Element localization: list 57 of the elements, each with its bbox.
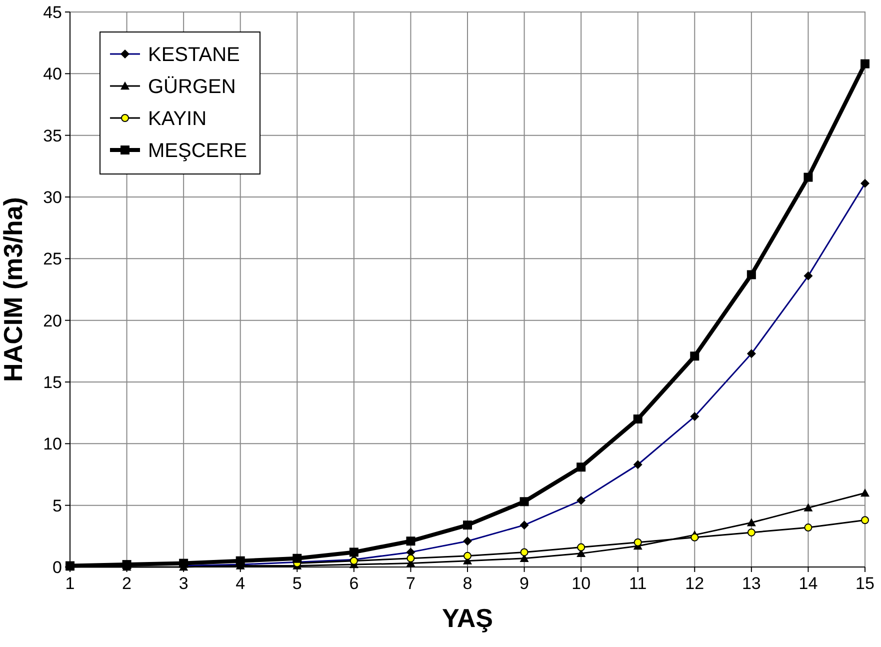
legend-label: KAYIN xyxy=(148,108,207,130)
point xyxy=(860,488,870,497)
x-tick-label: 15 xyxy=(856,574,874,593)
x-tick-label: 12 xyxy=(685,574,704,593)
point xyxy=(804,172,813,182)
y-tick-label: 25 xyxy=(43,250,62,269)
y-tick-label: 45 xyxy=(43,2,62,22)
point xyxy=(804,503,813,512)
point xyxy=(690,533,699,542)
legend-label: MEŞCERE xyxy=(148,140,247,162)
x-tick-label: 11 xyxy=(629,574,647,593)
x-tick-label: 8 xyxy=(462,574,472,593)
point xyxy=(292,554,302,563)
y-tick-label: 20 xyxy=(43,311,62,330)
x-tick-label: 2 xyxy=(122,574,132,593)
point xyxy=(633,414,642,424)
y-tick-label: 10 xyxy=(43,434,62,454)
y-tick-label: 15 xyxy=(43,372,62,392)
x-tick-label: 6 xyxy=(349,574,359,593)
x-axis-title: YAŞ xyxy=(442,603,494,633)
point xyxy=(577,543,586,552)
point xyxy=(520,548,528,556)
x-tick-label: 4 xyxy=(236,574,246,593)
y-tick-label: 0 xyxy=(52,558,62,577)
legend-label: GÜRGEN xyxy=(148,76,236,98)
y-tick-label: 30 xyxy=(43,188,62,207)
legend-label: KESTANE xyxy=(148,44,240,66)
point xyxy=(690,352,700,361)
point xyxy=(463,520,472,530)
x-tick-label: 9 xyxy=(520,574,530,593)
point xyxy=(520,497,529,506)
x-tick-label: 1 xyxy=(65,574,75,593)
point xyxy=(747,528,756,536)
x-tick-label: 7 xyxy=(406,574,416,593)
point xyxy=(464,552,472,560)
point xyxy=(406,554,415,562)
y-tick-label: 40 xyxy=(43,64,62,84)
y-tick-label: 5 xyxy=(52,496,62,516)
y-tick-label: 35 xyxy=(43,126,62,146)
x-tick-label: 5 xyxy=(292,574,302,593)
point xyxy=(804,524,812,532)
point xyxy=(860,59,870,68)
point xyxy=(746,518,756,526)
x-tick-label: 10 xyxy=(572,574,591,593)
point xyxy=(406,536,416,546)
point xyxy=(861,516,869,524)
x-tick-label: 14 xyxy=(798,574,818,593)
point xyxy=(122,560,132,570)
point xyxy=(746,270,756,280)
y-axis-title: HACIM (m3/ha) xyxy=(0,197,28,382)
point xyxy=(236,556,245,566)
point xyxy=(349,548,358,557)
point xyxy=(634,538,642,546)
x-tick-label: 13 xyxy=(742,574,761,593)
point xyxy=(179,558,188,568)
point xyxy=(576,462,586,472)
x-tick-label: 3 xyxy=(178,574,188,593)
